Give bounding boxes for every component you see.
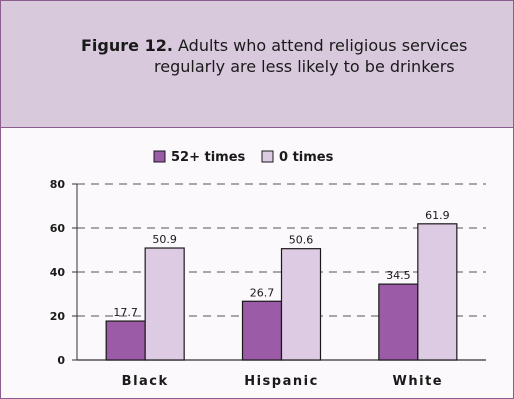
y-tick-label: 80 <box>50 178 66 191</box>
y-tick-label: 60 <box>50 222 66 235</box>
data-label: 61.9 <box>425 209 450 222</box>
bar <box>417 223 458 361</box>
legend: 52+ times 0 times <box>153 150 334 165</box>
x-tick-label: White <box>393 374 444 389</box>
bar <box>241 300 283 361</box>
data-label: 50.9 <box>152 233 177 246</box>
figure-label: Figure 12. <box>81 36 173 55</box>
data-label: 17.7 <box>113 306 138 319</box>
bar <box>144 247 185 361</box>
bar <box>378 283 419 361</box>
x-tick-label: Black <box>122 374 169 389</box>
bar <box>280 248 322 361</box>
y-tick-label: 40 <box>50 266 66 279</box>
figure-header: Figure 12. Adults who attend religious s… <box>1 1 513 128</box>
labels: 0 20 40 60 80 17.7 50.9 Black 26.7 50.6 Hispanic 34… <box>50 178 450 389</box>
data-label: 50.6 <box>289 234 314 247</box>
figure-caption: Figure 12. Adults who attend religious s… <box>81 35 501 77</box>
bar <box>105 320 146 361</box>
bars <box>105 223 458 361</box>
legend-label: 0 times <box>279 150 334 165</box>
figure-title-line2: regularly are less likely to be drinkers <box>154 57 455 76</box>
x-tick-label: Hispanic <box>244 374 319 389</box>
legend-label: 52+ times <box>171 150 246 165</box>
y-tick-label: 0 <box>57 354 65 367</box>
legend-swatch <box>153 150 166 163</box>
data-label: 34.5 <box>386 269 411 282</box>
y-tick-label: 20 <box>50 310 66 323</box>
data-label: 26.7 <box>250 286 275 299</box>
figure-title-line1: Adults who attend religious services <box>178 36 468 55</box>
legend-swatch <box>261 150 274 163</box>
